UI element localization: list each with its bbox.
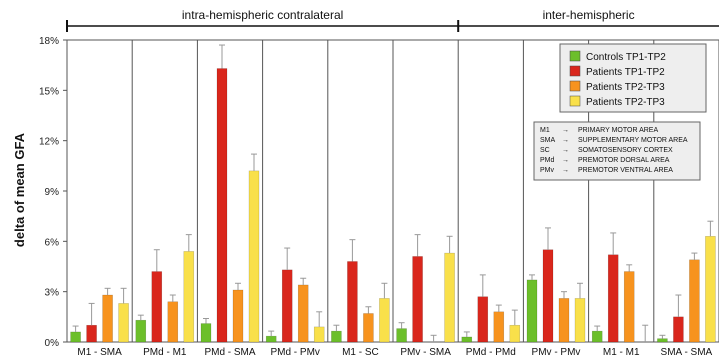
bar xyxy=(232,289,244,343)
legend-label: Patients TP2-TP3 xyxy=(586,82,665,93)
x-tick-label: M1 - M1 xyxy=(603,347,640,357)
bar xyxy=(591,330,603,343)
x-tick-label: PMv - SMA xyxy=(400,347,451,357)
abbreviation-arrow: → xyxy=(562,147,569,154)
bar xyxy=(379,298,390,343)
y-tick-label: 0% xyxy=(45,338,60,349)
legend: Controls TP1-TP2 Patients TP1-TP2 Patients… xyxy=(559,43,707,113)
bar xyxy=(331,330,342,343)
group-label: intra-hemispheric contralateral xyxy=(182,8,343,22)
legend-swatch xyxy=(569,50,581,62)
abbreviation-arrow: → xyxy=(562,167,569,174)
bar xyxy=(574,298,586,343)
abbreviation-box: M1 → PRIMARY MOTOR AREA SMA → SUPPLEMENTARY M… xyxy=(533,121,701,181)
bar xyxy=(347,261,358,343)
x-tick-label: SMA - SMA xyxy=(661,347,713,357)
x-tick-label: PMd - M1 xyxy=(143,347,187,357)
bar xyxy=(167,301,179,343)
bar xyxy=(657,338,668,343)
abbreviation-meaning: PREMOTOR VENTRAL AREA xyxy=(578,167,673,174)
abbreviation-meaning: SOMATOSENSORY CORTEX xyxy=(578,147,673,154)
bar xyxy=(248,170,260,343)
bar xyxy=(135,319,147,343)
abbreviation-arrow: → xyxy=(562,137,569,144)
legend-swatch xyxy=(569,65,581,77)
y-tick-label: 9% xyxy=(45,187,60,198)
abbreviation-meaning: PREMOTOR DORSAL AREA xyxy=(578,157,670,164)
x-tick-label: M1 - SMA xyxy=(77,347,122,357)
abbreviation-key: SMA xyxy=(540,137,556,144)
x-tick-label: M1 - SC xyxy=(342,347,379,357)
y-tick-label: 6% xyxy=(45,237,60,248)
bar xyxy=(297,284,309,343)
legend-label: Patients TP1-TP2 xyxy=(586,67,665,78)
x-tick-label: PMd - SMA xyxy=(204,347,255,357)
bar xyxy=(265,335,277,343)
bar xyxy=(509,324,521,343)
x-tick-label: PMd - PMv xyxy=(270,347,319,357)
bar xyxy=(70,331,81,343)
bar xyxy=(216,68,228,343)
x-axis: M1 - SMA PMd - M1 PMd - SMA PMd - PMv M1 - S… xyxy=(77,347,712,357)
y-tick-label: 3% xyxy=(45,288,60,299)
abbreviation-key: M1 xyxy=(540,127,550,134)
bar xyxy=(444,252,455,343)
bar xyxy=(542,249,554,343)
legend-label: Controls TP1-TP2 xyxy=(586,52,666,63)
abbreviation-key: SC xyxy=(540,147,550,154)
abbreviation-key: PMv xyxy=(540,167,555,174)
abbreviation-meaning: SUPPLEMENTARY MOTOR AREA xyxy=(578,137,688,144)
bar xyxy=(396,328,407,343)
bar xyxy=(200,323,212,343)
bar xyxy=(102,294,113,343)
y-tick-label: 15% xyxy=(39,86,59,97)
bar xyxy=(412,256,423,343)
bar xyxy=(477,296,489,343)
bar xyxy=(313,326,325,343)
bar xyxy=(151,271,163,343)
bar xyxy=(183,251,195,343)
group-headers: intra-hemispheric contralateral inter-hem… xyxy=(66,8,719,32)
bar xyxy=(86,324,97,343)
bar xyxy=(673,316,684,343)
legend-swatch xyxy=(569,95,581,107)
x-tick-label: PMv - PMv xyxy=(532,347,581,357)
y-tick-label: 18% xyxy=(39,36,59,47)
abbreviation-meaning: PRIMARY MOTOR AREA xyxy=(578,127,658,134)
bar xyxy=(689,259,700,343)
bar xyxy=(118,303,129,343)
bar xyxy=(705,236,716,343)
legend-swatch xyxy=(569,80,581,92)
legend-label: Patients TP2-TP3 xyxy=(586,97,665,108)
group-label: inter-hemispheric xyxy=(543,8,635,22)
x-tick-label: PMd - PMd xyxy=(466,347,516,357)
bar xyxy=(526,279,538,343)
bar xyxy=(461,336,473,343)
abbreviation-panel xyxy=(533,121,701,181)
y-axis: 0% 3% 6% 9% 12% 15% 18% xyxy=(39,36,67,349)
abbreviation-arrow: → xyxy=(562,157,569,164)
abbreviation-key: PMd xyxy=(540,157,555,164)
bar xyxy=(558,298,570,343)
bar xyxy=(363,313,374,343)
bar xyxy=(493,311,505,343)
bar xyxy=(623,271,635,343)
y-axis-label: delta of mean GFA xyxy=(12,132,27,247)
abbreviation-arrow: → xyxy=(562,127,569,134)
bar xyxy=(281,269,293,343)
y-tick-label: 12% xyxy=(39,137,59,148)
bar xyxy=(607,254,619,343)
legend-box xyxy=(559,43,707,113)
